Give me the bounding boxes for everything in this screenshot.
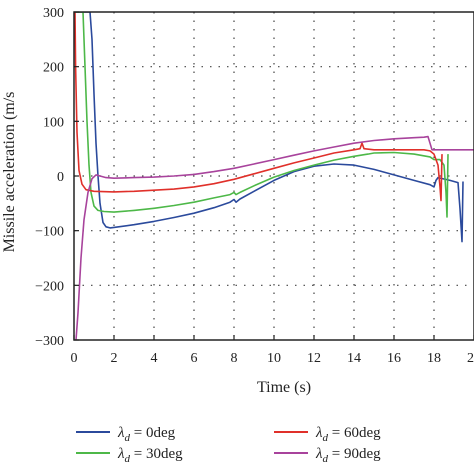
legend-item: λd = 90deg <box>274 446 381 465</box>
x-axis-ticks: 0 2 4 6 8 10 12 14 16 18 20 <box>71 335 474 366</box>
series-line-0 <box>75 12 464 243</box>
y-tick-label: −100 <box>35 225 64 240</box>
legend-label: λd = 60deg <box>315 425 381 444</box>
y-tick-label: 100 <box>43 115 64 130</box>
series-line-1 <box>75 12 449 218</box>
x-tick-label: 10 <box>267 351 281 366</box>
y-tick-label: 300 <box>43 6 64 21</box>
legend: λd = 0deg λd = 30deg λd = 60deg λd = 90deg <box>76 425 381 465</box>
legend-label: λd = 0deg <box>117 425 176 444</box>
y-tick-label: 0 <box>57 170 64 185</box>
x-tick-label: 0 <box>71 351 78 366</box>
legend-label: λd = 90deg <box>315 446 381 465</box>
x-tick-label: 4 <box>151 351 158 366</box>
x-tick-label: 20 <box>467 351 474 366</box>
legend-item: λd = 0deg <box>76 425 176 444</box>
x-tick-label: 8 <box>231 351 238 366</box>
y-axis-label: Missile acceleration (m/s <box>1 92 18 253</box>
legend-item: λd = 60deg <box>274 425 381 444</box>
x-tick-label: 18 <box>427 351 441 366</box>
y-axis-ticks: 300 200 100 0 −100 −200 −300 <box>35 6 79 349</box>
x-tick-label: 2 <box>111 351 118 366</box>
x-tick-label: 16 <box>387 351 401 366</box>
x-axis-label: Time (s) <box>257 379 311 396</box>
y-tick-label: 200 <box>43 61 64 76</box>
legend-item: λd = 30deg <box>76 446 183 465</box>
series-lines <box>74 12 474 340</box>
x-tick-label: 12 <box>307 351 321 366</box>
series-line-3 <box>75 135 474 340</box>
grid-lines <box>74 12 474 340</box>
x-tick-label: 6 <box>191 351 198 366</box>
y-tick-label: −200 <box>35 279 64 294</box>
legend-label: λd = 30deg <box>117 446 183 465</box>
x-tick-label: 14 <box>347 351 361 366</box>
y-tick-label: −300 <box>35 334 64 349</box>
